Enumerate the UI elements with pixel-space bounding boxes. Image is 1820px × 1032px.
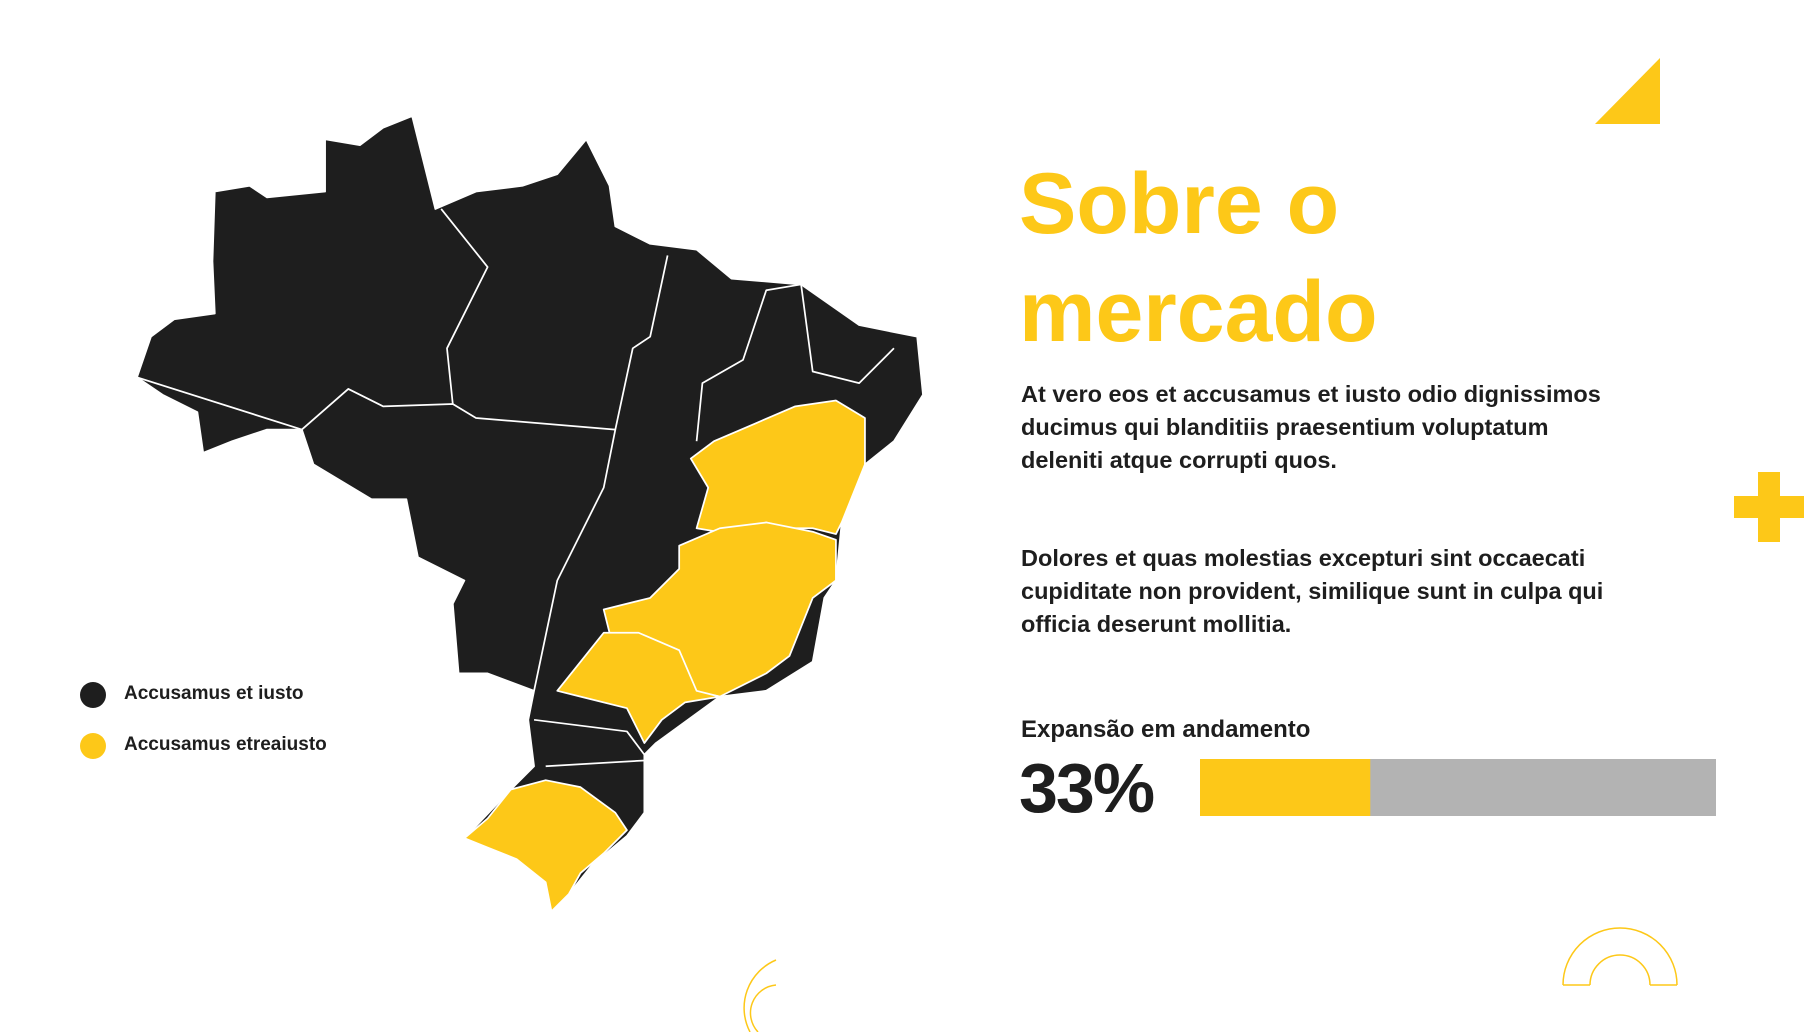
arc-decoration (1562, 927, 1678, 986)
plus-decoration (1734, 472, 1804, 542)
progress-fill (1200, 759, 1371, 816)
progress-value: 33% (1019, 749, 1155, 827)
progress-label: Expansão em andamento (1021, 716, 1311, 743)
triangle-decoration (1595, 58, 1660, 124)
state-border (545, 759, 645, 768)
legend-label: Accusamus etreaiusto (124, 734, 327, 755)
state-border (533, 429, 617, 691)
paragraph: At vero eos et accusamus et iusto odio d… (1021, 381, 1601, 473)
state-border (533, 718, 646, 756)
state-border (695, 283, 895, 442)
legend-marker (80, 682, 106, 708)
map-region (136, 115, 924, 913)
legend-marker (80, 733, 106, 759)
map-region (463, 779, 628, 913)
paragraph: Dolores et quas molestias excepturi sint… (1021, 545, 1604, 637)
map-region (556, 631, 721, 744)
brazil-map (136, 115, 924, 913)
arc-decoration (743, 959, 777, 1032)
title: Sobre o mercado (1019, 156, 1378, 360)
legend-label: Accusamus et iusto (124, 683, 304, 704)
state-border (440, 208, 489, 405)
state-border (136, 255, 669, 431)
